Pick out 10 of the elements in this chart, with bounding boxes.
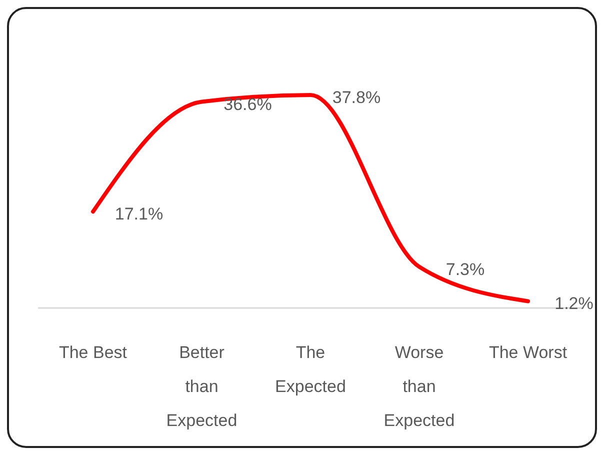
- data-label: 36.6%: [224, 94, 272, 114]
- data-label: 37.8%: [332, 88, 381, 107]
- x-tick-label: Better than Expected: [166, 343, 238, 430]
- x-tick-label: The Expected: [275, 343, 346, 396]
- x-tick-label: The Worst: [488, 343, 568, 362]
- x-tick-label: The Best: [58, 343, 128, 362]
- data-label: 1.2%: [554, 294, 594, 314]
- data-label: 17.1%: [114, 204, 164, 224]
- x-tick-label: Worse than Expected: [384, 343, 455, 430]
- data-label: 7.3%: [446, 260, 485, 279]
